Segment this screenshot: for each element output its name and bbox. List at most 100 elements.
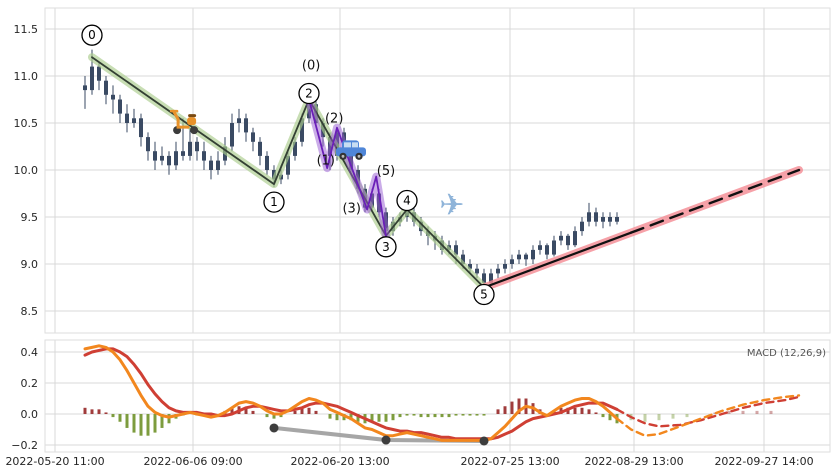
histogram-bar <box>475 414 479 416</box>
histogram-bar <box>510 401 514 414</box>
histogram-bar <box>503 406 507 414</box>
histogram-bar <box>587 409 591 414</box>
candle-body <box>209 160 213 170</box>
scooter-emoji-icon <box>169 109 199 135</box>
histogram-bar-projected <box>685 414 689 418</box>
divergence-dot <box>381 435 391 445</box>
histogram-bar-projected <box>657 414 661 421</box>
wave-marker-label: 3 <box>382 240 390 254</box>
histogram-bar <box>517 398 521 414</box>
candle-body <box>90 66 94 91</box>
candle-body <box>489 273 493 283</box>
candle-body <box>594 212 598 222</box>
macd-line-projected <box>615 394 801 437</box>
histogram-bar <box>398 414 402 418</box>
gridlines <box>45 8 830 452</box>
histogram-bar-projected <box>741 410 745 414</box>
histogram-bar-projected <box>755 410 759 414</box>
histogram-bar <box>265 414 269 418</box>
candle-body <box>237 118 241 123</box>
candle-body <box>202 151 206 161</box>
candle-body <box>461 254 465 264</box>
histogram-bar <box>447 414 451 418</box>
candle-body <box>104 80 108 95</box>
wave-marker-label: 0 <box>88 28 96 42</box>
histogram-bar <box>111 414 115 418</box>
signal-line <box>83 347 619 441</box>
wave-marker-5: 5 <box>473 283 495 306</box>
histogram-bar <box>468 414 472 416</box>
histogram-bar <box>601 414 605 418</box>
candle-body <box>545 245 549 255</box>
candle-body <box>244 118 248 133</box>
x-axis-tick: 2022-08-29 13:00 <box>584 455 683 468</box>
histogram-bar <box>167 414 171 424</box>
candle-body <box>174 151 178 166</box>
wave-marker-label: 5 <box>480 288 488 302</box>
candle-body <box>181 151 185 156</box>
candle-body <box>517 254 521 260</box>
wave-marker-3: 3 <box>375 236 397 258</box>
price-y-tick: 11.5 <box>14 23 39 36</box>
candle-body <box>125 113 129 123</box>
wave-marker-label: 4 <box>403 193 411 207</box>
sub-wave-line <box>305 95 390 240</box>
candle-body <box>587 212 591 222</box>
histogram-bar <box>608 414 612 421</box>
candle-body <box>566 235 570 246</box>
histogram-bar-projected <box>769 410 773 414</box>
candle-body <box>139 118 143 138</box>
histogram-bar <box>118 414 122 422</box>
candle-body <box>286 155 290 175</box>
histogram-bar <box>580 407 584 414</box>
candle-body <box>111 94 115 100</box>
candle-body <box>153 151 157 161</box>
candle-body <box>538 245 542 250</box>
candle-body <box>160 155 164 161</box>
sub-wave-label: (1) <box>317 154 335 169</box>
divergence-dot <box>479 436 489 446</box>
sub-wave-label: (2) <box>325 111 343 126</box>
histogram-bar <box>440 414 444 418</box>
candle-body <box>258 141 262 156</box>
histogram-bar <box>461 414 465 416</box>
macd-indicator-label: MACD (12,26,9) <box>747 348 826 359</box>
histogram-bar <box>370 414 374 422</box>
candle-body <box>615 217 619 222</box>
candle-body <box>503 264 507 269</box>
price-y-tick: 9.0 <box>21 258 39 271</box>
candle-body <box>265 155 269 170</box>
wave-marker-0: 0 <box>81 24 103 46</box>
histogram-bar <box>279 414 283 418</box>
histogram-bar <box>244 407 248 414</box>
wave-marker-2: 2 <box>298 82 320 105</box>
histogram-bar <box>391 414 395 421</box>
candle-body <box>482 273 486 283</box>
candle-body <box>608 217 612 222</box>
macd-histogram <box>83 398 773 436</box>
x-axis-tick: 2022-07-25 13:00 <box>460 455 559 468</box>
histogram-bar-projected <box>671 414 675 419</box>
macd-panel-frame <box>44 339 831 453</box>
candle-body <box>97 66 101 81</box>
candle-body <box>300 118 304 142</box>
candle-body <box>251 132 255 142</box>
candle-body <box>573 231 577 246</box>
histogram-bar <box>153 414 157 433</box>
histogram-bar <box>90 409 94 414</box>
histogram-bar <box>125 414 129 428</box>
histogram-bar <box>496 409 500 414</box>
histogram-bar <box>419 414 423 418</box>
candle-body <box>468 264 472 269</box>
histogram-bar <box>307 407 311 414</box>
price-y-tick: 8.5 <box>21 305 39 318</box>
price-y-tick: 10.5 <box>14 117 39 130</box>
macd-line <box>83 344 619 442</box>
histogram-bar <box>426 414 430 418</box>
candle-body <box>454 245 458 255</box>
histogram-bar-projected <box>643 414 647 422</box>
candle-body <box>524 254 528 260</box>
histogram-bar <box>97 409 101 414</box>
histogram-bar-projected <box>727 410 731 414</box>
